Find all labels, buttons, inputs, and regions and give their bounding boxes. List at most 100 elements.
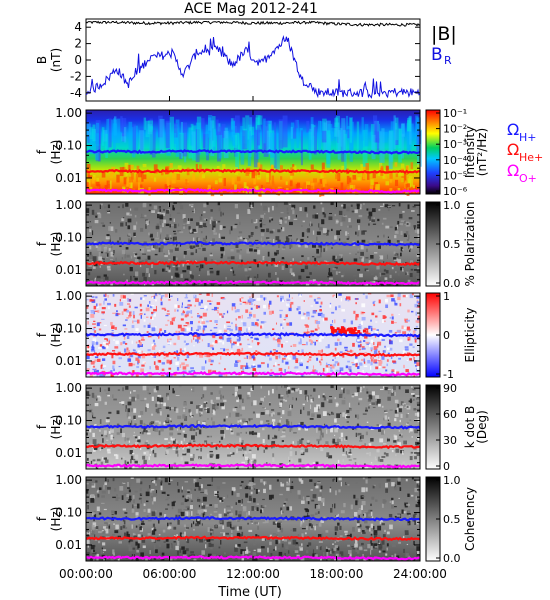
spectrogram-cell xyxy=(351,393,355,396)
spectrogram-cell xyxy=(184,297,189,299)
spectrogram-texture xyxy=(86,293,420,377)
spectrogram-cell xyxy=(204,305,208,310)
spectrogram-cell xyxy=(223,324,226,329)
spectrogram-cell xyxy=(351,350,354,353)
spectrogram-cell xyxy=(332,438,336,444)
spectrogram-cell xyxy=(367,293,372,295)
spectrogram-cell xyxy=(145,268,149,273)
spectrogram-cell xyxy=(322,411,327,417)
spectrogram-cell xyxy=(411,393,415,395)
spectrogram-cell xyxy=(382,550,386,553)
spectrogram-cell xyxy=(378,428,381,432)
spectrogram-cell xyxy=(409,419,412,421)
spectrogram-cell xyxy=(361,500,366,506)
spectrogram-cell xyxy=(277,337,282,339)
spectrogram-cell xyxy=(359,257,363,259)
spectrogram-cell xyxy=(370,327,373,332)
spectrogram-cell xyxy=(174,304,178,308)
colorbar-tick-label: 0.5 xyxy=(443,513,461,526)
colorbar-tick-label: 0.0 xyxy=(443,277,461,290)
spectrogram-cell xyxy=(119,299,121,302)
spectrogram-cell xyxy=(210,435,212,438)
spectrogram-cell xyxy=(306,550,309,554)
legend-b-total: |B| xyxy=(431,23,457,45)
spectrogram-cell xyxy=(253,314,256,318)
spectrogram-cell xyxy=(253,176,256,185)
spectrogram-cell xyxy=(408,234,410,240)
spectrogram-cell xyxy=(263,118,266,144)
spectrogram-cell xyxy=(139,344,143,348)
spectrogram-cell xyxy=(400,246,403,252)
spectrogram-cell xyxy=(166,177,170,186)
spectrogram-cell xyxy=(285,181,288,185)
spectrogram-cell xyxy=(91,209,95,215)
spectrogram-cell xyxy=(406,543,409,546)
spectrogram-cell xyxy=(166,240,170,243)
spectrogram-cell xyxy=(145,371,148,374)
spectrogram-cell xyxy=(272,412,275,415)
spectrogram-cell xyxy=(161,212,166,216)
spectrogram-cell xyxy=(267,422,270,427)
spectrogram-cell xyxy=(343,241,347,245)
spectrogram-cell xyxy=(394,300,396,304)
spectrogram-cell xyxy=(188,554,192,558)
spectrogram-cell xyxy=(108,431,111,434)
spectrogram-cell xyxy=(148,484,151,489)
spectrogram-cell xyxy=(344,533,348,536)
spectrogram-cell xyxy=(345,480,350,485)
spectrogram-cell xyxy=(413,408,417,411)
spectrogram-cell xyxy=(251,169,255,179)
spectrogram-cell xyxy=(368,509,371,514)
spectrogram-cell xyxy=(371,391,375,396)
spectrogram-cell xyxy=(140,217,145,219)
spectrogram-cell xyxy=(94,277,97,280)
spectrogram-cell xyxy=(330,507,333,513)
spectrogram-cell xyxy=(416,362,420,367)
spectrogram-cell xyxy=(222,226,226,229)
spectrogram-cell xyxy=(204,281,207,286)
spectrogram-cell xyxy=(413,356,415,361)
spectrogram-cell xyxy=(357,325,362,329)
spectrogram-cell xyxy=(337,459,340,464)
spectrogram-cell xyxy=(130,275,132,281)
spectrogram-cell xyxy=(196,405,200,409)
spectrogram-cell xyxy=(416,467,420,469)
spectrogram-cell xyxy=(218,134,223,159)
spectrogram-cell xyxy=(312,310,317,314)
spectrogram-cell xyxy=(265,462,268,464)
spectrogram-cell xyxy=(166,359,170,364)
spectrogram-cell xyxy=(232,341,237,345)
spectrogram-cell xyxy=(147,255,151,260)
spectrogram-cell xyxy=(158,360,162,363)
spectrogram-cell xyxy=(279,493,283,496)
spectrogram-cell xyxy=(160,427,164,432)
spectrogram-cell xyxy=(110,557,113,561)
spectrogram-cell xyxy=(296,119,299,148)
spectrogram-cell xyxy=(182,310,185,312)
spectrogram-cell xyxy=(207,300,211,302)
spectrogram-cell xyxy=(106,439,109,441)
spectrogram-cell xyxy=(135,373,139,377)
spectrogram-cell xyxy=(167,446,172,449)
spectrogram-cell xyxy=(188,370,192,373)
spectrogram-cell xyxy=(382,350,386,353)
spectrogram-cell xyxy=(169,163,173,169)
colorbar-tick-label: 1.0 xyxy=(443,474,461,487)
spectrogram-cell xyxy=(115,312,119,317)
spectrogram-cell xyxy=(193,478,197,484)
spectrogram-cell xyxy=(130,173,134,180)
spectrogram-cell xyxy=(382,443,387,445)
spectrogram-cell xyxy=(304,265,309,270)
spectrogram-cell xyxy=(111,354,114,359)
spectrogram-cell xyxy=(241,531,244,537)
spectrogram-cell xyxy=(401,123,404,159)
spectrogram-cell xyxy=(304,428,309,431)
spectrogram-cell xyxy=(210,363,213,366)
spectrogram-cell xyxy=(195,249,198,254)
spectrogram-cell xyxy=(253,549,256,552)
spectrogram-cell xyxy=(160,295,165,297)
spectrogram-cell xyxy=(218,340,222,343)
spectrogram-cell xyxy=(374,275,378,278)
spectrogram-cell xyxy=(409,245,413,249)
spectrogram-cell xyxy=(405,478,408,482)
